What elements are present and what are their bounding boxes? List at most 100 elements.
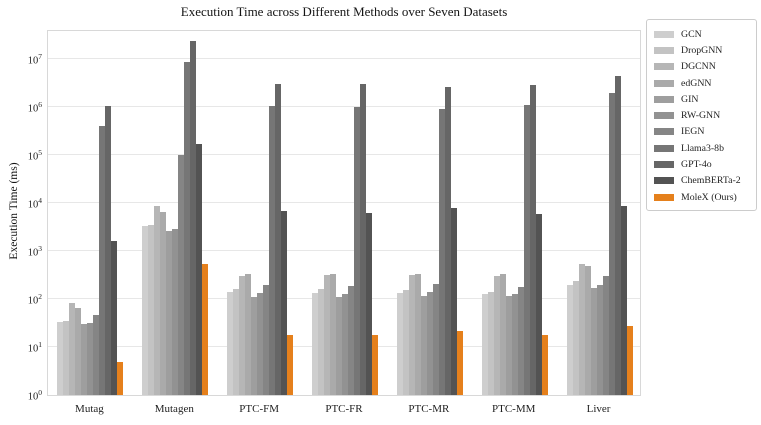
legend-label: GPT-4o	[681, 159, 712, 171]
bar-rw-gnn-liver	[596, 285, 603, 395]
bar-dgcnn-ptc-fr	[323, 275, 330, 395]
bar-edgnn-mutag	[75, 308, 82, 395]
bar-gcn-ptc-mm	[481, 294, 488, 395]
y-tick-label-10e1: 101	[27, 340, 42, 355]
bar-iegn-ptc-mm	[517, 286, 524, 395]
bar-molex-ours--ptc-mm	[541, 334, 548, 395]
bar-chemberta-2-mutagen	[196, 144, 203, 395]
x-tick-label-ptc-fr: PTC-FR	[325, 403, 363, 415]
y-tick-label-10e7: 107	[27, 52, 42, 67]
bar-chemberta-2-liver	[620, 205, 627, 395]
gridline-10e6	[48, 106, 640, 108]
bar-rw-gnn-ptc-mm	[511, 294, 518, 395]
legend-label: IEGN	[681, 126, 705, 138]
bar-llama3-8b-mutagen	[184, 62, 191, 395]
bar-rw-gnn-ptc-fr	[341, 294, 348, 395]
legend-swatch	[654, 112, 674, 120]
legend-item-gin: GIN	[654, 91, 749, 107]
bar-llama3-8b-ptc-mm	[523, 105, 530, 395]
bar-gpt-4o-ptc-mm	[529, 85, 536, 395]
bar-rw-gnn-mutag	[87, 322, 94, 395]
bar-gpt-4o-ptc-mr	[444, 87, 451, 395]
bar-molex-ours--ptc-fm	[287, 334, 294, 395]
legend-item-molex-ours-: MoleX (Ours)	[654, 189, 749, 205]
bar-iegn-mutag	[93, 314, 100, 395]
bar-gin-ptc-fr	[335, 296, 342, 395]
bar-molex-ours--ptc-mr	[456, 330, 463, 395]
x-tick-label-ptc-mr: PTC-MR	[408, 403, 450, 415]
bar-chemberta-2-ptc-mm	[535, 214, 542, 395]
bar-iegn-liver	[602, 275, 609, 395]
legend-swatch	[654, 63, 674, 71]
bar-dropgnn-ptc-mm	[487, 292, 494, 395]
bar-dgcnn-ptc-mr	[408, 275, 415, 395]
bar-gcn-ptc-fm	[227, 292, 234, 395]
bar-iegn-ptc-fm	[263, 284, 270, 395]
bar-dropgnn-ptc-mr	[402, 290, 409, 395]
bar-molex-ours--liver	[626, 326, 633, 395]
legend-label: edGNN	[681, 77, 712, 89]
legend-item-edgnn: edGNN	[654, 75, 749, 91]
bar-llama3-8b-ptc-fr	[353, 107, 360, 395]
bar-dropgnn-mutag	[63, 321, 70, 395]
legend-item-dgcnn: DGCNN	[654, 59, 749, 75]
bar-dropgnn-liver	[572, 280, 579, 395]
legend: GCN DropGNN DGCNN edGNN GIN RW-GNN IEGN Llama3-…	[646, 19, 757, 212]
legend-swatch	[654, 128, 674, 136]
bar-gin-liver	[590, 287, 597, 395]
legend-label: MoleX (Ours)	[681, 191, 737, 203]
y-tick-label-10e6: 106	[27, 100, 42, 115]
bar-rw-gnn-mutagen	[172, 228, 179, 395]
bar-gpt-4o-liver	[614, 76, 621, 395]
gridline-10e4	[48, 202, 640, 204]
x-tick-label-liver: Liver	[586, 403, 611, 415]
legend-label: Llama3-8b	[681, 142, 724, 154]
bar-group-ptc-mm	[472, 31, 557, 395]
y-tick-label-10e3: 103	[27, 244, 42, 259]
bar-gpt-4o-ptc-fm	[275, 84, 282, 395]
legend-swatch	[654, 95, 674, 103]
bar-iegn-mutagen	[178, 155, 185, 395]
bar-chemberta-2-mutag	[111, 241, 118, 395]
bar-gpt-4o-ptc-fr	[359, 84, 366, 395]
bar-gcn-mutag	[57, 322, 64, 395]
legend-item-gpt-4o: GPT-4o	[654, 156, 749, 172]
x-tick-label-ptc-mm: PTC-MM	[492, 403, 536, 415]
x-tick-label-mutag: Mutag	[75, 403, 104, 415]
bar-edgnn-ptc-fm	[245, 273, 252, 395]
bar-edgnn-ptc-mm	[499, 274, 506, 395]
x-tick-label-ptc-fm: PTC-FM	[239, 403, 280, 415]
bar-iegn-ptc-fr	[347, 285, 354, 395]
y-tick-label-10e5: 105	[27, 148, 42, 163]
y-tick-label-10e2: 102	[27, 292, 42, 307]
legend-label: DropGNN	[681, 44, 723, 56]
bar-group-ptc-fr	[303, 31, 388, 395]
bar-gin-mutag	[81, 323, 88, 395]
bar-gpt-4o-mutagen	[190, 41, 197, 395]
bar-group-mutagen	[133, 31, 218, 395]
bar-group-ptc-mr	[387, 31, 472, 395]
legend-item-iegn: IEGN	[654, 124, 749, 140]
bar-gpt-4o-mutag	[105, 106, 112, 395]
bar-group-ptc-fm	[218, 31, 303, 395]
plot-area	[47, 30, 641, 396]
bar-chemberta-2-ptc-fm	[281, 210, 288, 395]
bar-edgnn-liver	[584, 266, 591, 395]
bar-llama3-8b-ptc-mr	[438, 109, 445, 395]
bar-group-liver	[557, 31, 642, 395]
bar-edgnn-ptc-mr	[414, 274, 421, 395]
bar-gin-ptc-fm	[251, 296, 258, 395]
bar-gin-mutagen	[166, 230, 173, 395]
bar-dropgnn-mutagen	[148, 225, 155, 395]
bar-molex-ours--mutag	[117, 361, 124, 395]
bar-dropgnn-ptc-fm	[233, 288, 240, 395]
bar-gcn-liver	[566, 285, 573, 395]
bar-chemberta-2-ptc-mr	[450, 208, 457, 395]
legend-swatch	[654, 177, 674, 185]
bar-gin-ptc-mr	[420, 295, 427, 395]
legend-swatch	[654, 161, 674, 169]
legend-label: RW-GNN	[681, 110, 721, 122]
legend-label: GIN	[681, 93, 699, 105]
legend-item-dropgnn: DropGNN	[654, 42, 749, 58]
bar-dgcnn-liver	[578, 263, 585, 395]
